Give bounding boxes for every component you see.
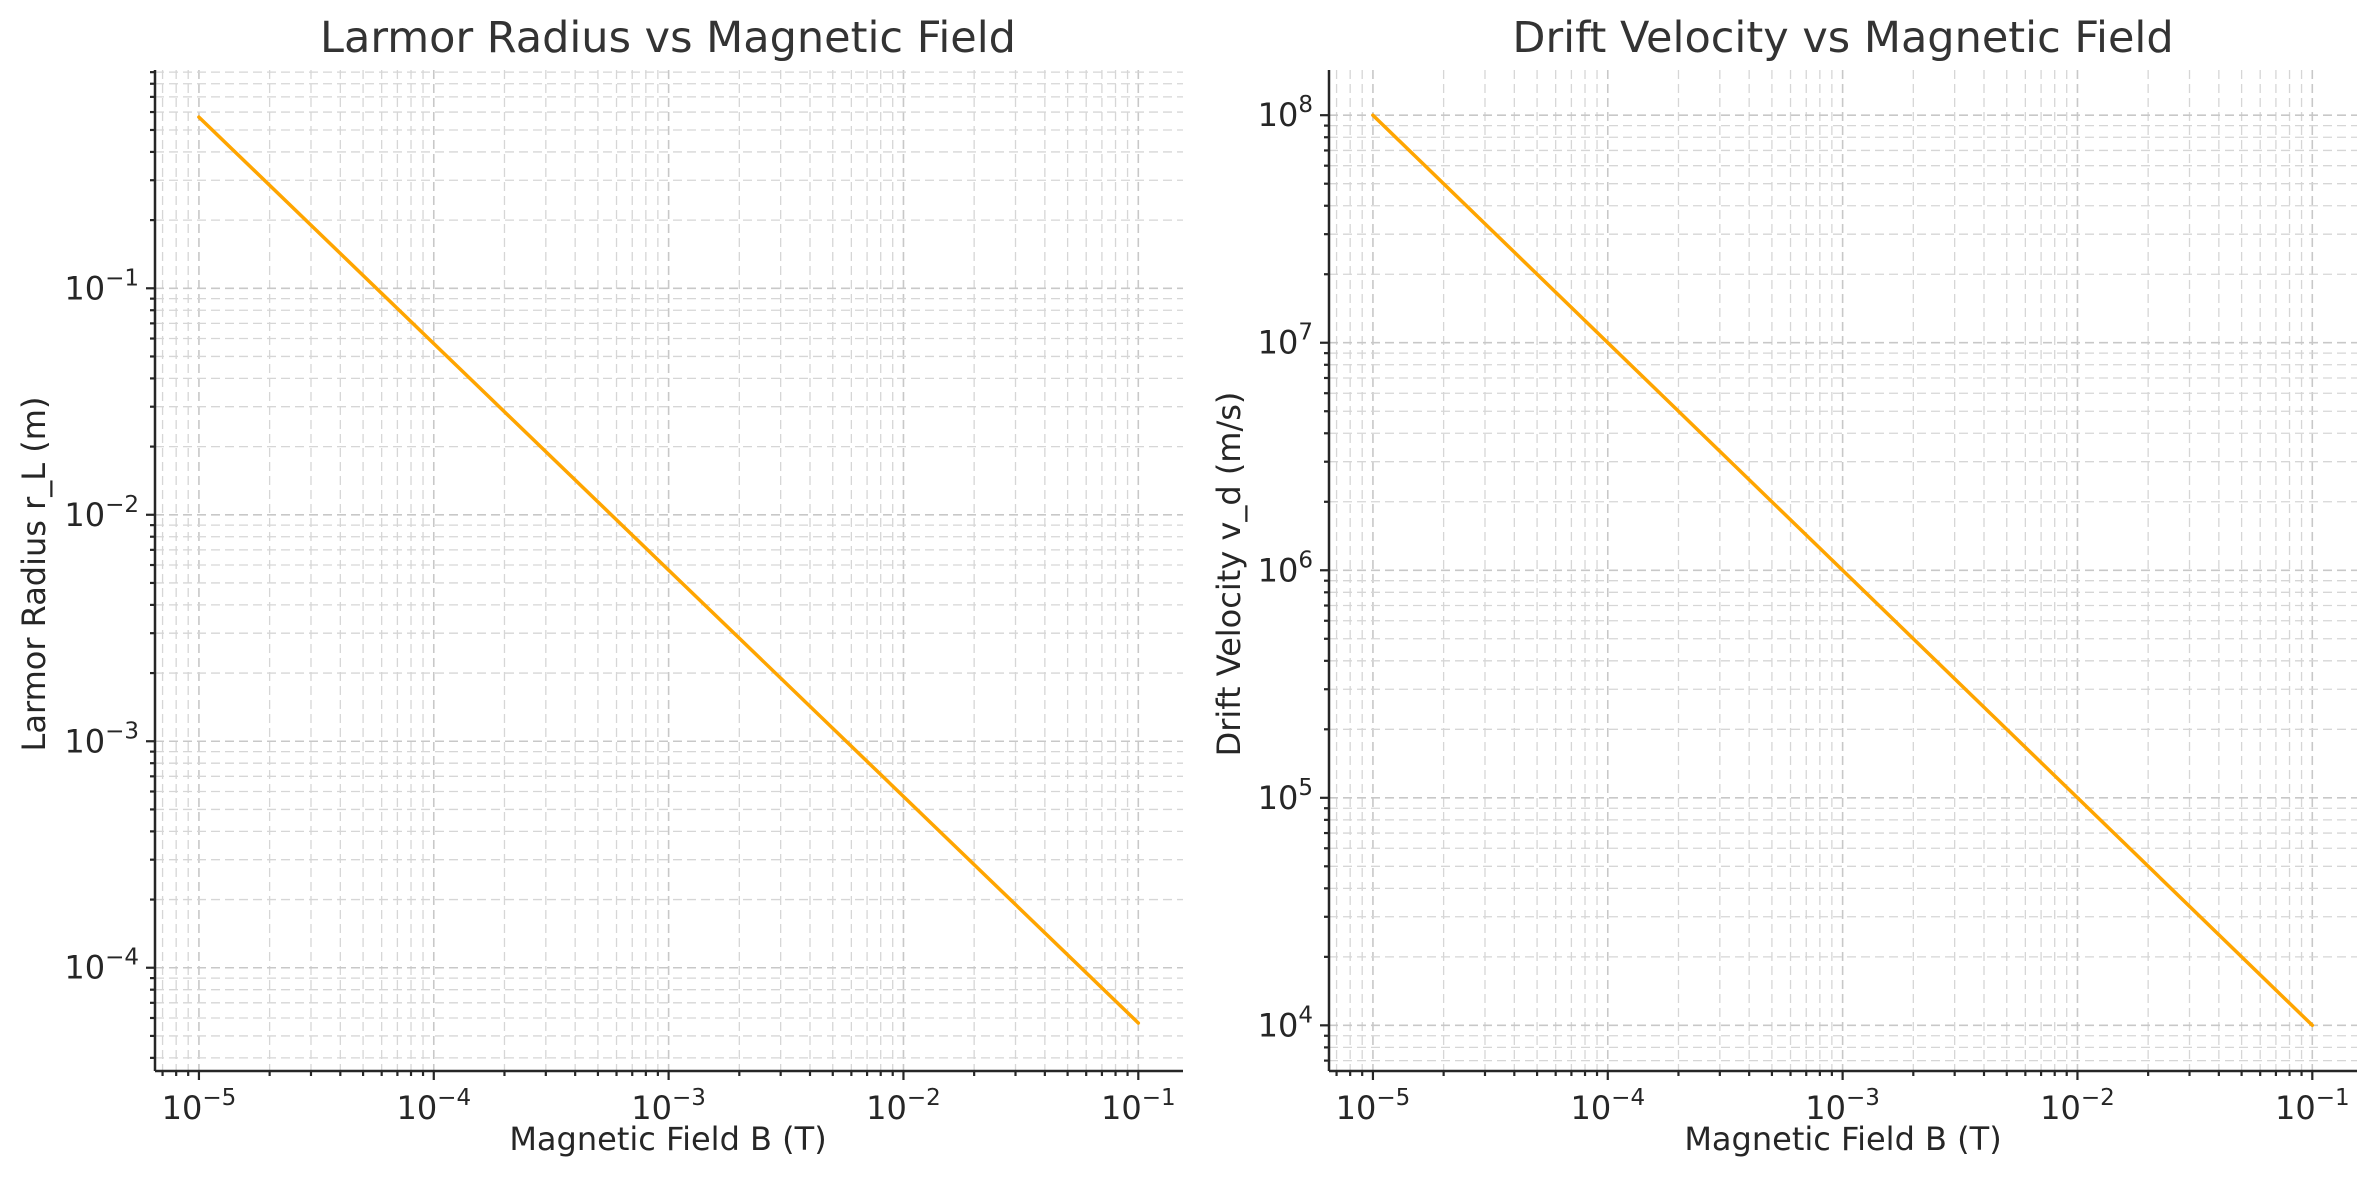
x-tick-label: 10−5 [162,1085,237,1127]
y-tick-label: 104 [1258,1002,1313,1044]
chart-title: Drift Velocity vs Magnetic Field [1512,13,2173,63]
y-axis-label: Larmor Radius r_L (m) [15,397,53,752]
y-tick-label: 107 [1258,320,1313,362]
chart-title: Larmor Radius vs Magnetic Field [320,13,1016,63]
x-tick-label: 10−4 [1570,1085,1645,1127]
y-tick-label: 10−2 [64,492,139,534]
y-tick-label: 10−3 [64,718,139,760]
x-axis-label: Magnetic Field B (T) [509,1120,826,1158]
series-line [1371,113,2315,1028]
x-tick-label: 10−4 [396,1085,471,1127]
x-tick-label: 10−5 [1336,1085,1411,1127]
drift-velocity-chart: Drift Velocity vs Magnetic Field Magneti… [1210,13,2357,1158]
y-tick-label: 10−1 [64,265,139,307]
x-tick-label: 10−2 [2040,1085,2115,1127]
x-tick-label: 10−1 [1101,1085,1176,1127]
series-line [197,115,1141,1025]
x-axis-label: Magnetic Field B (T) [1684,1120,2001,1158]
y-tick-label: 106 [1258,547,1313,589]
x-tick-label: 10−2 [866,1085,941,1127]
x-tick-label: 10−1 [2275,1085,2350,1127]
larmor-radius-chart: Larmor Radius vs Magnetic Field Magnetic… [15,13,1183,1158]
x-tick-label: 10−3 [631,1085,706,1127]
y-tick-label: 10−4 [64,945,139,987]
grid [1329,70,2357,1071]
x-tick-label: 10−3 [1805,1085,1880,1127]
y-axis-label: Drift Velocity v_d (m/s) [1210,392,1248,757]
y-tick-label: 108 [1258,92,1313,134]
y-tick-label: 105 [1258,775,1313,817]
